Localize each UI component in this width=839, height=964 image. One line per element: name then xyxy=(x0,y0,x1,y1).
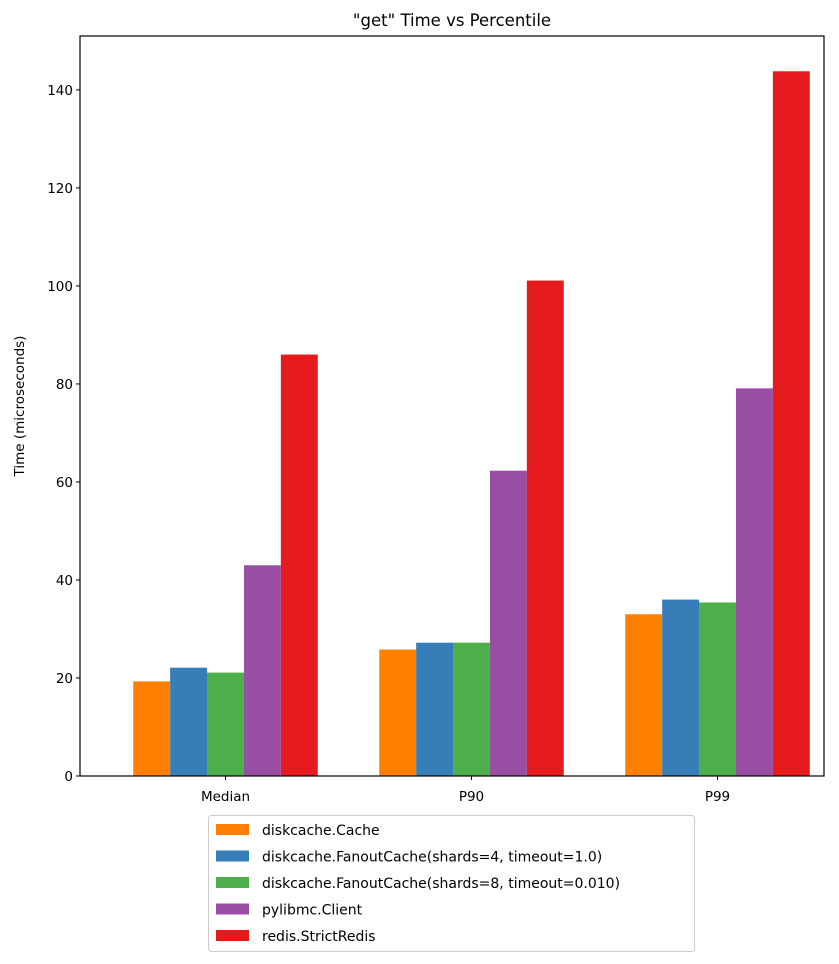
legend-label: diskcache.FanoutCache(shards=4, timeout=… xyxy=(262,850,602,866)
bars-group xyxy=(133,71,810,776)
y-axis-label: Time (microseconds) xyxy=(12,336,28,478)
legend-label: diskcache.Cache xyxy=(262,823,380,839)
y-tick-label: 120 xyxy=(47,181,73,197)
axes-frame xyxy=(79,35,825,777)
bar-p90-series-4 xyxy=(526,280,564,776)
y-tick-label: 40 xyxy=(56,573,73,589)
bar-p90-series-1 xyxy=(416,642,454,776)
bar-p90-series-0 xyxy=(379,649,417,776)
x-tick-label: P90 xyxy=(459,789,484,805)
legend-swatch xyxy=(216,877,249,888)
bar-p90-series-2 xyxy=(453,642,490,776)
bar-median-series-3 xyxy=(243,565,281,776)
bar-median-series-4 xyxy=(280,354,318,776)
bar-p99-series-4 xyxy=(772,71,810,776)
bar-median-series-0 xyxy=(133,681,171,776)
bar-p99-series-3 xyxy=(735,388,773,776)
legend-swatch xyxy=(216,824,249,835)
y-axis: 0 20 40 60 80 100 120 140 xyxy=(47,83,80,785)
chart-title: "get" Time vs Percentile xyxy=(353,11,551,30)
x-tick-label: Median xyxy=(201,789,250,805)
y-tick-label: 20 xyxy=(56,671,73,687)
bar-p99-series-1 xyxy=(662,599,700,776)
y-tick-label: 80 xyxy=(56,377,73,393)
legend-label: diskcache.FanoutCache(shards=8, timeout=… xyxy=(262,876,620,892)
legend-label: redis.StrictRedis xyxy=(262,929,376,945)
y-tick-label: 100 xyxy=(47,279,73,295)
legend-swatch xyxy=(216,903,249,915)
legend: diskcache.Cache diskcache.FanoutCache(sha… xyxy=(208,815,695,952)
y-tick-label: 140 xyxy=(47,83,73,99)
y-tick-label: 0 xyxy=(64,769,73,785)
bar-p90-series-3 xyxy=(489,470,527,776)
legend-label: pylibmc.Client xyxy=(262,903,363,919)
bar-p99-series-2 xyxy=(699,602,736,776)
x-tick-label: P99 xyxy=(705,789,730,805)
legend-swatch xyxy=(216,930,249,941)
legend-swatch xyxy=(216,850,249,862)
bar-median-series-1 xyxy=(170,667,208,776)
legend-frame xyxy=(208,815,695,952)
bar-p99-series-0 xyxy=(625,614,663,776)
x-axis: Median P90 P99 xyxy=(201,776,730,805)
y-tick-label: 60 xyxy=(56,475,73,491)
bar-median-series-2 xyxy=(207,672,244,776)
